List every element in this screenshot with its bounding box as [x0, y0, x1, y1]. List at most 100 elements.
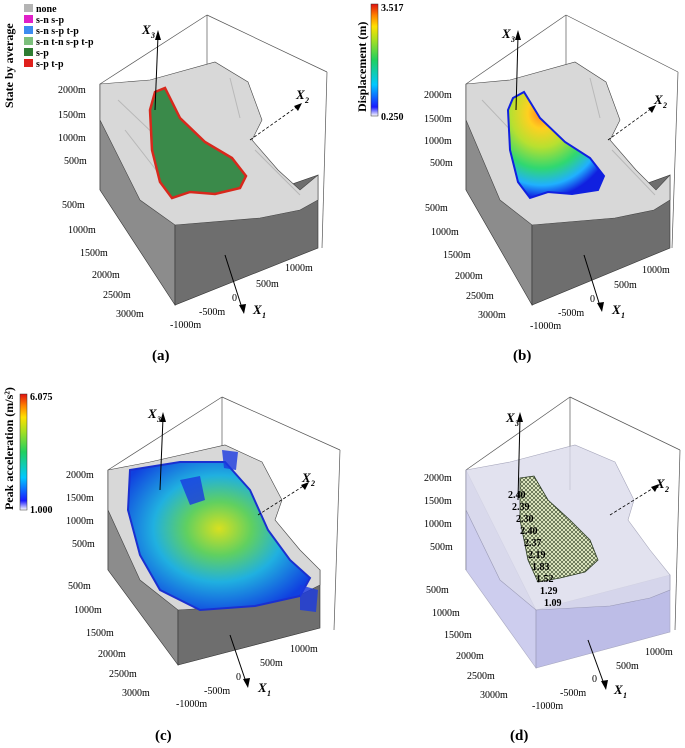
x3-tick: 500m	[72, 539, 95, 550]
axis-x3: X 3	[141, 22, 161, 111]
axis-x2: X 2	[257, 470, 315, 516]
axis-x2-label: X	[295, 87, 305, 102]
legend-swatch	[24, 15, 33, 23]
axis-x1-label: X	[613, 682, 623, 697]
x2-tick-labels: 500m 1000m 1500m 2000m 2500m 3000m	[68, 581, 150, 699]
axis-x2-sub: 2	[664, 485, 669, 494]
axis-x2-sub: 2	[310, 479, 315, 488]
x1-tick: 1000m	[645, 647, 673, 658]
x1-tick-labels: 1000m 500m 0 -500m -1000m	[530, 265, 670, 332]
x1-tick: 0	[592, 674, 597, 685]
x3-tick-labels: 2000m 1500m 1000m 500m	[66, 470, 95, 550]
x2-tick: 2000m	[98, 649, 126, 660]
legend-swatch	[24, 37, 33, 45]
x1-tick: 0	[232, 293, 237, 304]
state-legend: none s-n s-p s-n s-p t-p s-n t-n s-p t-p…	[24, 4, 94, 70]
x1-tick: 0	[590, 294, 595, 305]
axis-x3: X 3	[501, 26, 521, 111]
acceleration-patches	[180, 450, 318, 612]
fos-value: 2.37	[524, 538, 542, 549]
x3-tick: 1000m	[58, 133, 86, 144]
legend-title: State by average	[2, 23, 16, 108]
axis-x3-label: X	[505, 410, 515, 425]
panel-caption-b: (b)	[513, 348, 531, 364]
colorbar-max-label: 3.517	[381, 3, 404, 14]
x3-tick: 1000m	[424, 519, 452, 530]
x3-tick: 1500m	[424, 496, 452, 507]
fos-value: 2.19	[528, 550, 546, 561]
x2-tick: 1000m	[68, 225, 96, 236]
x2-tick: 3000m	[480, 690, 508, 701]
axis-x3-label: X	[501, 26, 511, 41]
x3-tick: 500m	[430, 542, 453, 553]
x2-tick-labels: 500m 1000m 1500m 2000m 2500m 3000m	[425, 203, 506, 321]
colorbar-min-label: 1.000	[30, 505, 53, 516]
x3-tick: 500m	[430, 158, 453, 169]
x1-tick: -500m	[204, 686, 230, 697]
x2-tick: 500m	[426, 585, 449, 596]
x3-tick-labels: 2000m 1500m 1000m 500m	[424, 473, 453, 553]
x1-tick: 1000m	[642, 265, 670, 276]
x3-tick-labels: 2000m 1500m 1000m 500m	[424, 90, 453, 169]
x2-tick-labels: 500m 1000m 1500m 2000m 2500m 3000m	[62, 200, 144, 320]
legend-item-label: s-n t-n s-p t-p	[36, 37, 94, 48]
x2-tick: 1000m	[432, 608, 460, 619]
x1-tick: 1000m	[285, 263, 313, 274]
x3-tick: 1000m	[66, 516, 94, 527]
landslide-zone-state	[148, 86, 248, 200]
x2-tick: 500m	[68, 581, 91, 592]
x2-tick: 500m	[62, 200, 85, 211]
panel-d: X 3 X 2 X 1 2000m 1500m 1000m 500m 500m …	[424, 396, 681, 744]
fos-value: 1.29	[540, 586, 558, 597]
axis-x2-label: X	[655, 476, 665, 491]
axis-x2: X 2	[609, 476, 669, 516]
axis-x3-label: X	[141, 22, 151, 37]
x1-tick-labels: 1000m 500m 0 -500m -1000m	[170, 263, 313, 331]
x1-tick: 500m	[616, 661, 639, 672]
x3-tick: 1500m	[424, 114, 452, 125]
acceleration-colorbar	[19, 393, 28, 511]
legend-item-label: s-n s-p t-p	[36, 26, 79, 37]
colorbar-title: Peak acceleration (m/s²)	[2, 387, 16, 510]
legend-item-label: s-n s-p	[36, 15, 65, 26]
x1-tick: -1000m	[170, 320, 201, 331]
axis-x1-sub: 1	[267, 689, 271, 698]
axis-x1-label: X	[611, 302, 621, 317]
x3-tick: 1000m	[424, 136, 452, 147]
x1-tick-labels: 1000m 500m 0 -500m -1000m	[532, 647, 673, 712]
x2-tick: 2000m	[455, 271, 483, 282]
axis-x2: X 2	[607, 92, 667, 141]
axis-x3-sub: 3	[150, 31, 155, 40]
axis-x3-label: X	[147, 406, 157, 421]
x1-tick: -1000m	[176, 699, 207, 710]
panel-c: X 3 X 2 X 1 2000m 1500m 1000m 500m 500m …	[2, 387, 341, 744]
x2-tick: 1000m	[431, 227, 459, 238]
x1-tick: -500m	[558, 308, 584, 319]
x2-tick-labels: 500m 1000m 1500m 2000m 2500m 3000m	[426, 585, 508, 701]
panel-caption-a: (a)	[152, 348, 170, 364]
legend-item-label: s-p	[36, 48, 49, 59]
x1-tick: -500m	[199, 307, 225, 318]
x1-tick: 500m	[260, 658, 283, 669]
x2-tick: 3000m	[116, 309, 144, 320]
x2-tick: 500m	[425, 203, 448, 214]
axis-x1: X 1	[229, 634, 271, 698]
x2-tick: 1500m	[80, 248, 108, 259]
x1-tick: 1000m	[290, 644, 318, 655]
x2-tick: 1500m	[444, 630, 472, 641]
x1-tick: -1000m	[532, 701, 563, 712]
colorbar-title: Displacement (m)	[355, 22, 369, 112]
panel-a: X 3 X 2 X 1 2000m 1500m 1000m 500m 500m …	[2, 4, 328, 364]
x3-tick: 2000m	[58, 85, 86, 96]
legend-swatch	[24, 48, 33, 56]
axis-x2-sub: 2	[662, 101, 667, 110]
axis-x3-sub: 3	[156, 415, 161, 424]
x2-tick: 2500m	[103, 290, 131, 301]
x3-tick: 2000m	[424, 90, 452, 101]
x2-tick: 1500m	[86, 628, 114, 639]
x2-tick: 3000m	[478, 310, 506, 321]
x3-tick: 2000m	[424, 473, 452, 484]
x2-tick: 1500m	[443, 250, 471, 261]
x1-tick: -500m	[560, 688, 586, 699]
